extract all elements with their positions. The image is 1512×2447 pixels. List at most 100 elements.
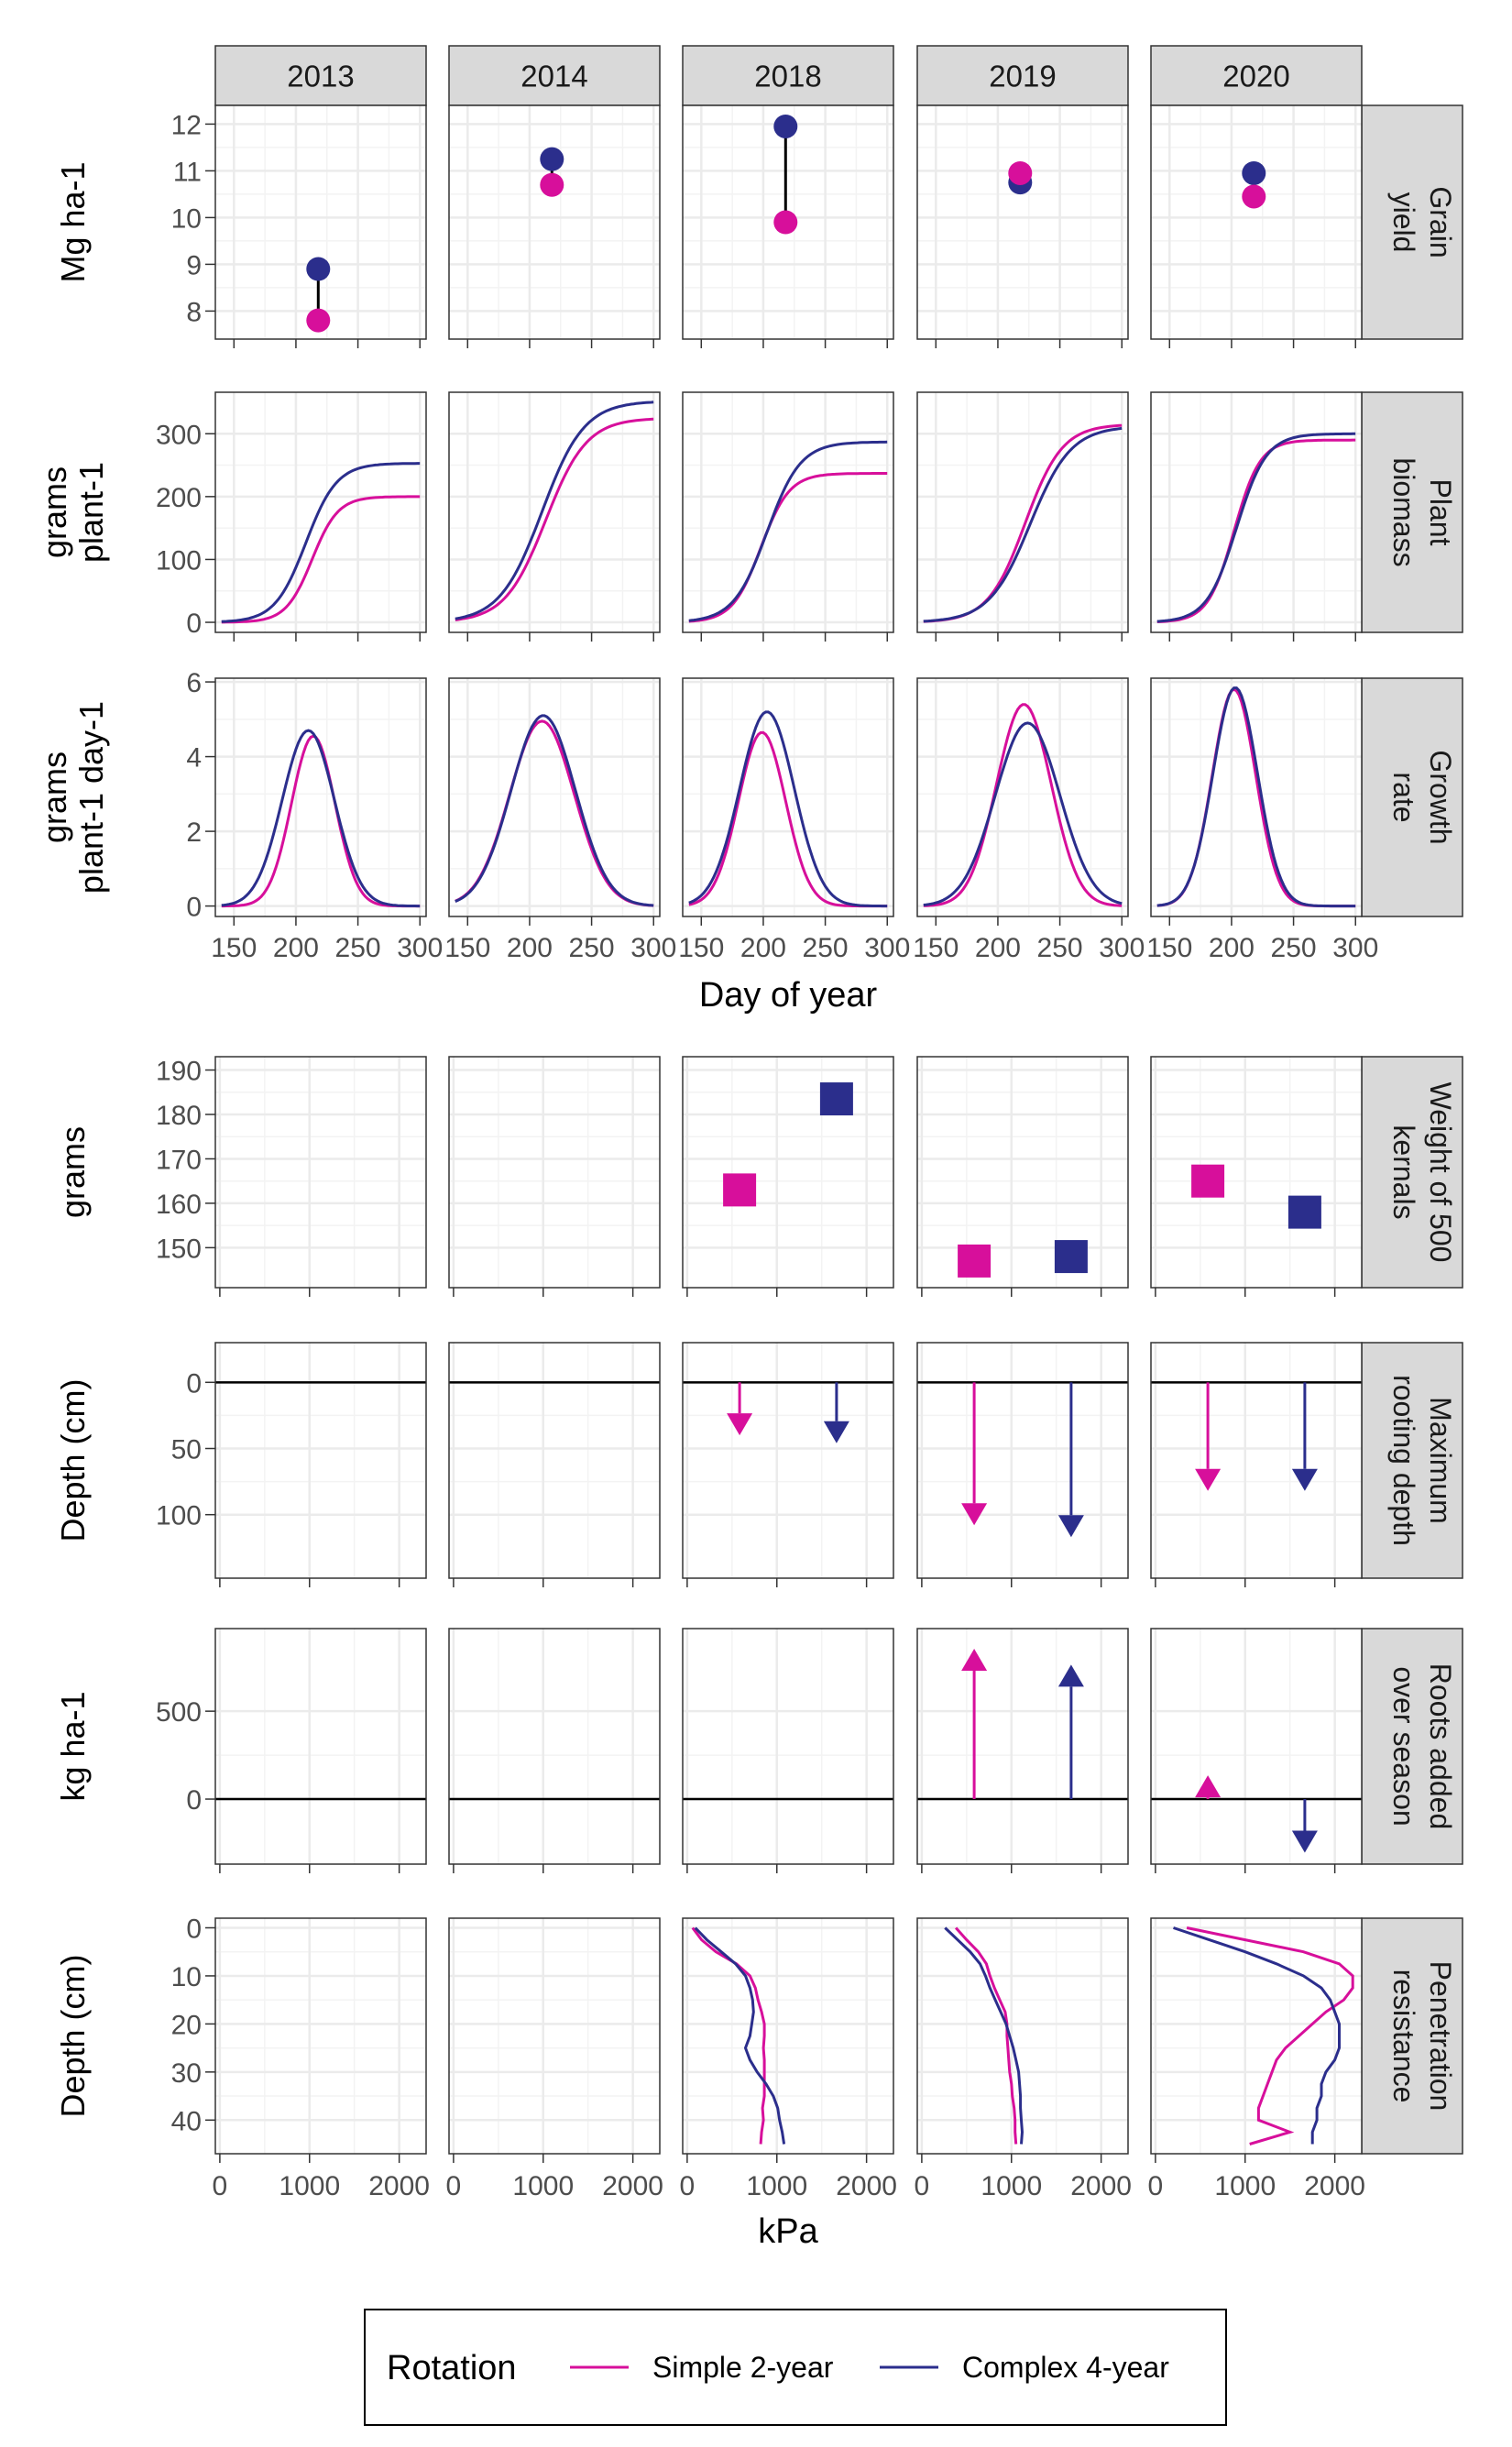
panel-background bbox=[449, 678, 660, 916]
y-axis-label-kernel: grams bbox=[54, 1126, 92, 1218]
x-tick-label: 2000 bbox=[1070, 2171, 1132, 2201]
soil-root-panel-group: grams 150 160 170 180 190 Weight of 500kernals… bbox=[54, 1056, 1463, 2251]
y-tick-label: 200 bbox=[156, 483, 202, 513]
y-axis-label-growth: plant-1 day-1 bbox=[72, 701, 110, 894]
legend-title: Rotation bbox=[387, 2349, 517, 2387]
x-tick-label: 150 bbox=[678, 933, 724, 963]
growth-line-complex bbox=[221, 729, 421, 908]
strip-penetration bbox=[1361, 1917, 1463, 2155]
legend: Rotation Simple 2-year Complex 4-year bbox=[364, 2309, 1227, 2426]
panel-background bbox=[917, 1918, 1128, 2154]
biomass-line-complex bbox=[923, 426, 1123, 623]
panel-roots-2013 bbox=[214, 1628, 427, 1873]
growth-line-complex bbox=[923, 721, 1123, 906]
y-tick-label: 300 bbox=[156, 420, 202, 450]
x-tick-label: 1000 bbox=[1214, 2171, 1276, 2201]
panel-border bbox=[1150, 391, 1363, 633]
strip-label-roots: over season bbox=[1387, 1666, 1420, 1826]
y-axis-label-roots: kg ha-1 bbox=[54, 1691, 92, 1801]
biomass-line-simple bbox=[455, 417, 654, 621]
panel-rooting-2014 bbox=[448, 1342, 661, 1587]
x-tick-label: 1000 bbox=[279, 2171, 340, 2201]
y-tick-label: 2 bbox=[186, 817, 202, 848]
y-tick-label: 0 bbox=[186, 1368, 202, 1399]
y-tick-label: 20 bbox=[171, 2010, 202, 2040]
panel-border bbox=[916, 1342, 1129, 1579]
strip-label-biomass: biomass bbox=[1387, 457, 1420, 566]
growth-line-complex bbox=[1156, 686, 1356, 908]
strip-rooting bbox=[1361, 1342, 1463, 1579]
panel-border bbox=[916, 1056, 1129, 1289]
strip-label-growth: Growth bbox=[1424, 750, 1457, 844]
panel-border bbox=[916, 104, 1129, 340]
panel-grain-2014 bbox=[448, 104, 661, 348]
y-tick-label: 500 bbox=[156, 1697, 202, 1728]
panel-border bbox=[448, 1342, 661, 1579]
yield-point-simple bbox=[1008, 160, 1033, 185]
strip-label-roots: Roots added bbox=[1424, 1663, 1457, 1829]
strip-label-kernel: Weight of 500 bbox=[1424, 1082, 1457, 1263]
panel-background bbox=[683, 392, 893, 632]
year-label-2018: 2018 bbox=[754, 60, 821, 93]
y-tick-label: 100 bbox=[156, 545, 202, 576]
kernel-weight-simple bbox=[1191, 1164, 1225, 1198]
panel-background bbox=[449, 105, 660, 339]
x-tick-label: 200 bbox=[507, 933, 553, 963]
panel-background bbox=[683, 1343, 893, 1578]
panel-penetration-2014: 0 1000 2000 bbox=[446, 1917, 663, 2201]
panel-biomass-2013 bbox=[214, 391, 427, 642]
yield-point-complex bbox=[540, 147, 564, 171]
panel-penetration-2019: 0 1000 2000 bbox=[915, 1917, 1132, 2201]
yield-point-simple bbox=[773, 210, 798, 235]
panel-border bbox=[448, 391, 661, 633]
yield-point-complex bbox=[773, 114, 798, 138]
panel-border bbox=[214, 1628, 427, 1865]
y-tick-label: 10 bbox=[171, 1962, 202, 1992]
x-tick-label: 150 bbox=[211, 933, 257, 963]
panel-background bbox=[215, 1057, 426, 1288]
panel-border bbox=[682, 391, 894, 633]
panel-border bbox=[214, 104, 427, 340]
panel-border bbox=[916, 1917, 1129, 2155]
y-tick-label: 180 bbox=[156, 1101, 202, 1131]
panel-border bbox=[448, 104, 661, 340]
x-tick-label: 200 bbox=[740, 933, 786, 963]
rooting-arrow-head-complex bbox=[1291, 1468, 1318, 1491]
panel-border bbox=[682, 677, 894, 917]
x-tick-label: 150 bbox=[444, 933, 490, 963]
panel-background bbox=[215, 678, 426, 916]
panel-growth-2018: 150 200 250 300 bbox=[678, 677, 910, 963]
panel-grain-2018 bbox=[682, 104, 894, 348]
panel-kernel-2018 bbox=[682, 1056, 894, 1297]
panel-grain-2019 bbox=[916, 104, 1129, 348]
y-axis-label-biomass: grams bbox=[36, 466, 73, 558]
biomass-line-complex bbox=[1156, 432, 1356, 623]
x-tick-label: 1000 bbox=[981, 2171, 1042, 2201]
panel-kernel-2013 bbox=[214, 1056, 427, 1297]
panel-border bbox=[1150, 104, 1363, 340]
x-tick-label: 250 bbox=[1037, 933, 1083, 963]
panel-rooting-2013 bbox=[214, 1342, 427, 1587]
panel-background bbox=[449, 1629, 660, 1864]
panel-roots-2019 bbox=[916, 1628, 1129, 1873]
panel-growth-2020: 150 200 250 300 bbox=[1146, 677, 1378, 963]
yield-point-complex bbox=[306, 257, 331, 281]
y-tick-label: 11 bbox=[173, 157, 202, 187]
kernel-weight-complex bbox=[819, 1082, 853, 1116]
panel-background bbox=[683, 1918, 893, 2154]
x-tick-label: 250 bbox=[803, 933, 849, 963]
panel-biomass-2020 bbox=[1150, 391, 1363, 642]
panel-background bbox=[917, 392, 1128, 632]
biomass-line-simple bbox=[1156, 438, 1356, 623]
panel-background bbox=[917, 105, 1128, 339]
x-tick-label: 2000 bbox=[368, 2171, 430, 2201]
panel-border bbox=[682, 1056, 894, 1289]
panel-background bbox=[449, 392, 660, 632]
x-tick-label: 300 bbox=[397, 933, 443, 963]
x-tick-label: 250 bbox=[335, 933, 381, 963]
y-tick-label: 160 bbox=[156, 1190, 202, 1220]
rooting-arrow-head-simple bbox=[727, 1413, 753, 1436]
x-tick-label: 300 bbox=[1332, 933, 1378, 963]
